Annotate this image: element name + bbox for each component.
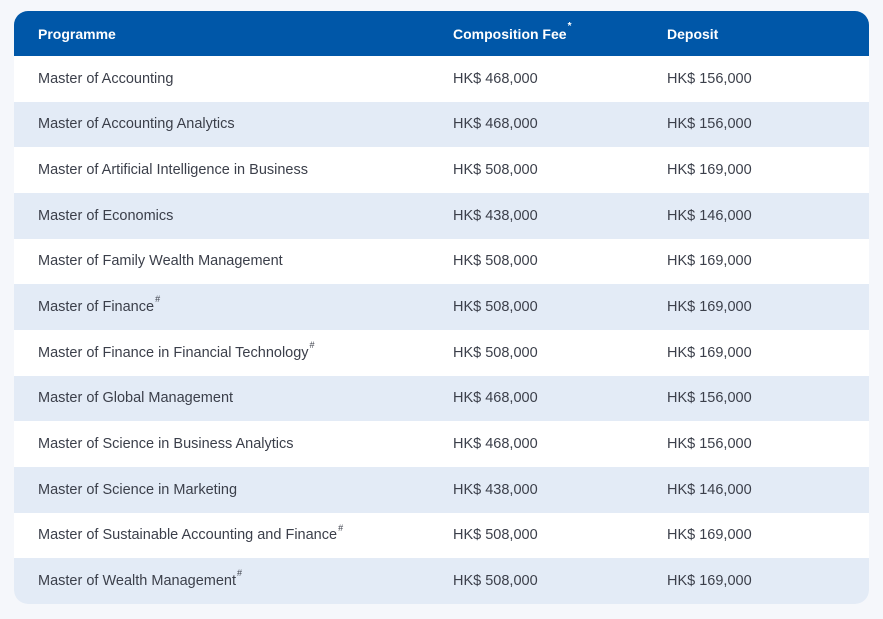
table-row: Master of Family Wealth Management HK$ 5…	[14, 239, 869, 285]
programme-cell: Master of Finance in Financial Technolog…	[14, 340, 429, 361]
deposit-cell: HK$ 169,000	[667, 527, 752, 544]
footnote-mark: #	[237, 568, 243, 579]
table-row: Master of Economics HK$ 438,000 HK$ 146,…	[14, 192, 869, 239]
programme-cell: Master of Science in Business Analytics	[14, 436, 429, 452]
programme-name: Master of Accounting Analytics	[38, 116, 235, 133]
fee-table: Programme Composition Fee* Deposit Maste…	[14, 11, 869, 604]
deposit-cell: HK$ 156,000	[667, 116, 752, 133]
deposit-cell: HK$ 169,000	[667, 162, 752, 179]
programme-cell: Master of Economics	[14, 208, 429, 224]
programme-name: Master of Finance in Financial Technolog…	[38, 344, 309, 361]
programme-cell: Master of Wealth Management#	[14, 569, 429, 590]
fee-cell: HK$ 508,000	[453, 162, 538, 179]
fee-cell: HK$ 508,000	[453, 573, 538, 590]
table-row: Master of Artificial Intelligence in Bus…	[14, 147, 869, 193]
programme-cell: Master of Global Management	[14, 390, 429, 406]
table-row: Master of Science in Business Analytics …	[14, 421, 869, 467]
deposit-cell: HK$ 169,000	[667, 299, 752, 316]
fee-cell: HK$ 438,000	[453, 481, 538, 498]
programme-name: Master of Sustainable Accounting and Fin…	[38, 527, 338, 544]
fee-cell: HK$ 468,000	[453, 390, 538, 407]
table-row: Master of Science in Marketing HK$ 438,0…	[14, 466, 869, 513]
programme-cell: Master of Science in Marketing	[14, 482, 429, 498]
programme-name: Master of Wealth Management	[38, 573, 236, 590]
table-row: Master of Accounting Analytics HK$ 468,0…	[14, 101, 869, 148]
table-row: Master of Accounting HK$ 468,000 HK$ 156…	[14, 56, 869, 102]
footnote-mark: #	[338, 522, 344, 533]
header-fee-label: Composition Fee	[453, 25, 567, 42]
fee-cell: HK$ 468,000	[453, 116, 538, 133]
programme-name: Master of Accounting	[38, 70, 174, 87]
table-row: Master of Finance in Financial Technolog…	[14, 330, 869, 376]
deposit-cell: HK$ 169,000	[667, 344, 752, 361]
deposit-cell: HK$ 156,000	[667, 70, 752, 87]
fee-cell: HK$ 438,000	[453, 207, 538, 224]
table-header: Programme Composition Fee* Deposit	[14, 11, 869, 56]
deposit-cell: HK$ 146,000	[667, 481, 752, 498]
deposit-cell: HK$ 156,000	[667, 390, 752, 407]
fee-cell: HK$ 468,000	[453, 70, 538, 87]
header-deposit: Deposit	[667, 25, 719, 42]
table-row: Master of Global Management HK$ 468,000 …	[14, 375, 869, 422]
fee-cell: HK$ 508,000	[453, 527, 538, 544]
deposit-cell: HK$ 169,000	[667, 573, 752, 590]
programme-name: Master of Global Management	[38, 390, 234, 407]
fee-cell: HK$ 508,000	[453, 253, 538, 270]
header-fee-footnote-mark: *	[567, 20, 572, 32]
programme-cell: Master of Family Wealth Management	[14, 253, 429, 269]
fee-cell: HK$ 508,000	[453, 344, 538, 361]
header-programme: Programme	[38, 25, 116, 42]
programme-name: Master of Science in Business Analytics	[38, 436, 294, 453]
table-row: Master of Finance# HK$ 508,000 HK$ 169,0…	[14, 284, 869, 330]
programme-cell: Master of Artificial Intelligence in Bus…	[14, 162, 429, 178]
table-row: Master of Wealth Management# HK$ 508,000…	[14, 558, 869, 604]
footnote-mark: #	[309, 339, 315, 350]
fee-cell: HK$ 508,000	[453, 299, 538, 316]
programme-cell: Master of Accounting Analytics	[14, 116, 429, 132]
table-row: Master of Sustainable Accounting and Fin…	[14, 513, 869, 559]
programme-name: Master of Science in Marketing	[38, 481, 238, 498]
deposit-cell: HK$ 156,000	[667, 436, 752, 453]
programme-name: Master of Finance	[38, 299, 155, 316]
deposit-cell: HK$ 146,000	[667, 207, 752, 224]
header-composition-fee: Composition Fee*	[429, 21, 643, 42]
programme-cell: Master of Finance#	[14, 295, 429, 316]
programme-name: Master of Family Wealth Management	[38, 253, 283, 270]
footnote-mark: #	[155, 294, 161, 305]
deposit-cell: HK$ 169,000	[667, 253, 752, 270]
fee-cell: HK$ 468,000	[453, 436, 538, 453]
programme-name: Master of Artificial Intelligence in Bus…	[38, 162, 308, 179]
programme-cell: Master of Sustainable Accounting and Fin…	[14, 523, 429, 544]
programme-cell: Master of Accounting	[14, 71, 429, 87]
programme-name: Master of Economics	[38, 207, 174, 224]
